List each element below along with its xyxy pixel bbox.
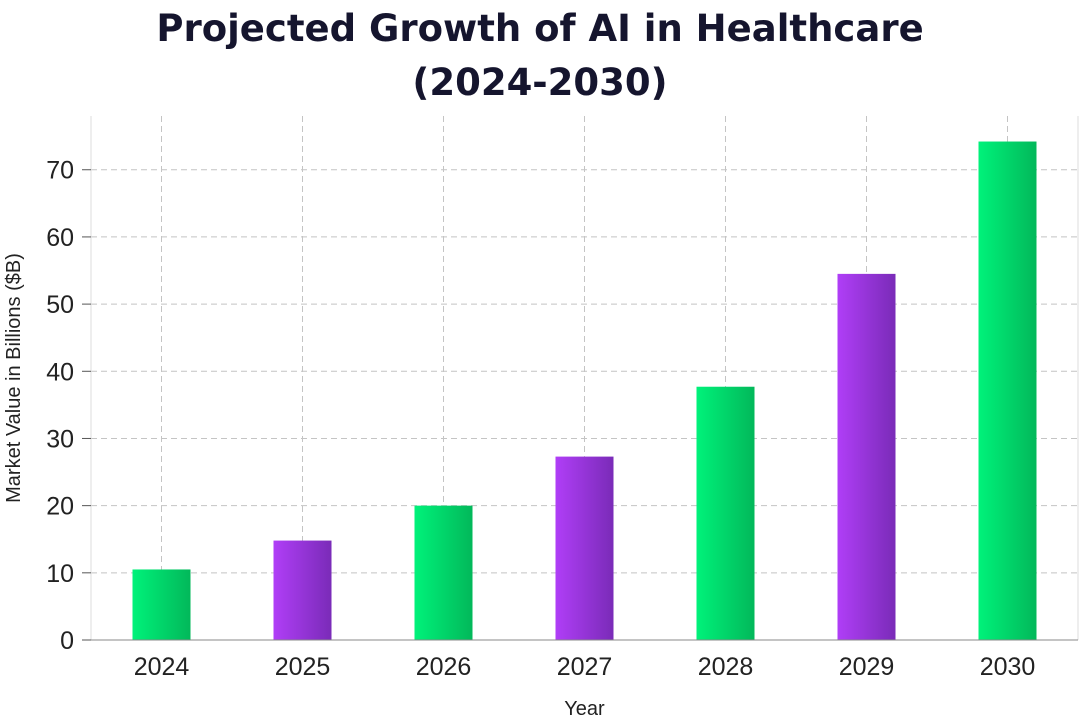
- y-tick-label: 10: [46, 560, 74, 588]
- x-axis-label: Year: [564, 698, 605, 720]
- x-tick-label: 2028: [698, 653, 754, 681]
- bar-2027: [555, 456, 614, 640]
- chart-title: Projected Growth of AI in Healthcare (20…: [0, 2, 1080, 110]
- x-tick-label: 2026: [416, 653, 472, 681]
- x-tick-label: 2030: [980, 653, 1036, 681]
- bar-2025: [273, 540, 332, 640]
- y-tick-label: 70: [46, 157, 74, 185]
- bars: [132, 141, 1037, 640]
- y-tick-label: 20: [46, 493, 74, 521]
- bar-2028: [696, 386, 755, 640]
- chart-title-line-1: Projected Growth of AI in Healthcare: [156, 7, 924, 50]
- y-tick-label: 0: [60, 627, 74, 655]
- y-tick-label: 40: [46, 358, 74, 386]
- x-tick-label: 2027: [557, 653, 613, 681]
- y-tick-label: 30: [46, 425, 74, 453]
- bar-2024: [132, 569, 191, 640]
- chart-title-line-2: (2024-2030): [412, 61, 668, 104]
- bar-2030: [978, 141, 1037, 640]
- x-axis-ticks: 2024 2025 2026 2027 2028 2029 2030: [134, 653, 1036, 681]
- y-tick-label: 60: [46, 224, 74, 252]
- y-axis-ticks: 0 10 20 30 40 50 60 70: [46, 157, 91, 655]
- x-tick-label: 2029: [839, 653, 895, 681]
- x-tick-label: 2025: [275, 653, 331, 681]
- bar-2029: [837, 273, 896, 640]
- bar-2026: [414, 505, 473, 640]
- y-tick-label: 50: [46, 291, 74, 319]
- y-axis-label: Market Value in Billions ($B): [3, 253, 25, 503]
- x-tick-label: 2024: [134, 653, 190, 681]
